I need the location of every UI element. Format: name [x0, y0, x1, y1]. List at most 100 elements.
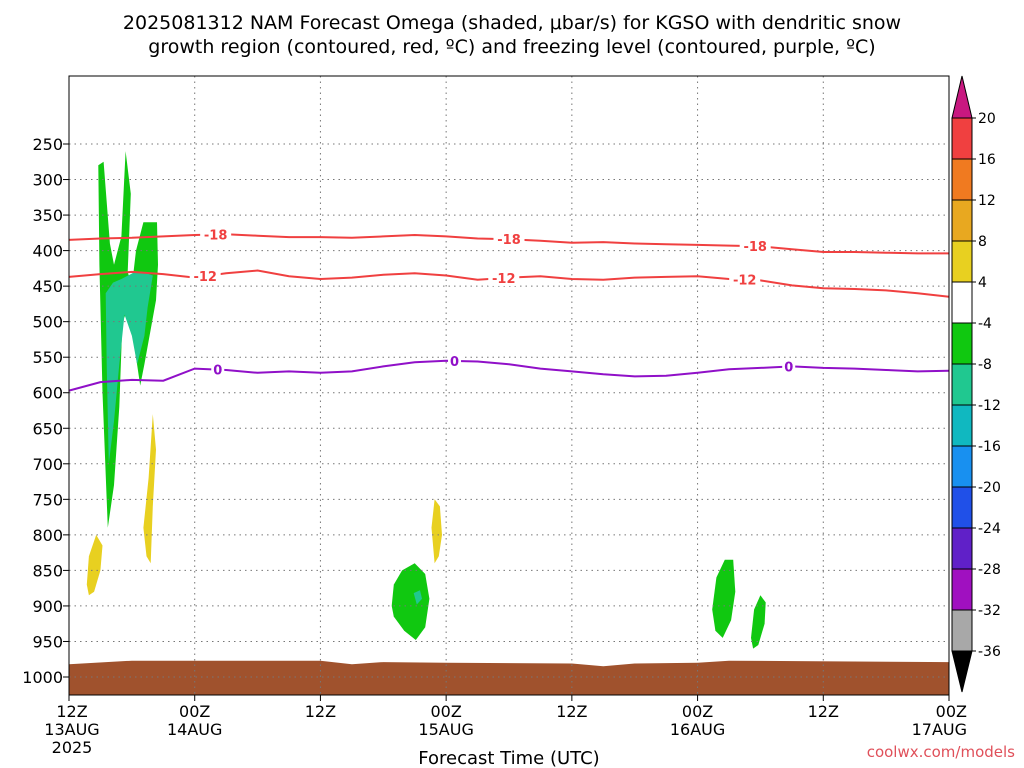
colorbar-label-7: -12	[978, 398, 1001, 414]
contour-lines: -18 -18 -18 -12 -12 -12 0 0 0	[68, 226, 950, 392]
colorbar-top-arrow	[951, 75, 973, 119]
contour-label-bg-0-0	[200, 226, 232, 243]
omega-region-1	[105, 271, 153, 464]
plot-frame	[68, 75, 950, 696]
colorbar-label-3: 8	[978, 234, 987, 250]
x-tick-label-5-1: 16AUG	[670, 720, 725, 739]
x-axis-title: Forecast Time (UTC)	[418, 748, 599, 768]
colorbar-label-4: 4	[978, 275, 987, 291]
omega-region-8	[431, 499, 442, 564]
contour-line-2	[68, 359, 950, 392]
contour-label-bg-1-2	[729, 271, 761, 288]
x-tick-label-2-0: 12Z	[305, 702, 336, 721]
colorbar-segment-3	[951, 240, 973, 283]
contour-label-bg-2-1	[448, 352, 462, 369]
y-tick-label-900: 900	[32, 597, 63, 616]
x-tick-label-0-2: 2025	[52, 738, 93, 757]
ground-fill	[69, 660, 949, 695]
y-tick-label-950: 950	[32, 632, 63, 651]
x-tick-label-1-1: 14AUG	[167, 720, 222, 739]
contour-label-0-0: -18	[204, 228, 228, 243]
contour-label-bg-1-0	[189, 268, 221, 285]
y-tick-label-500: 500	[32, 313, 63, 332]
y-tick-label-400: 400	[32, 242, 63, 261]
grid-lines	[68, 76, 950, 695]
colorbar-segment-2	[951, 199, 973, 242]
omega-region-6	[86, 534, 103, 596]
y-tick-label-750: 750	[32, 490, 63, 509]
x-tick-label-7-0: 00Z	[936, 702, 967, 721]
contour-label-0-2: -18	[743, 240, 767, 255]
colorbar-segment-11	[951, 568, 973, 611]
plot-area: -18 -18 -18 -12 -12 -12 0 0 0	[68, 75, 950, 696]
colorbar: 20 16 12 8 4 -4 -8 -12 -16 -20 -24 -28 -32 -36	[951, 75, 1001, 693]
x-tick-label-4-0: 12Z	[556, 702, 587, 721]
y-tick-label-600: 600	[32, 384, 63, 403]
contour-label-2-0: 0	[213, 364, 222, 379]
colorbar-segment-6	[951, 363, 973, 406]
colorbar-label-6: -8	[978, 357, 992, 373]
y-tick-label-850: 850	[32, 561, 63, 580]
omega-region-0	[98, 151, 158, 528]
y-tick-label-800: 800	[32, 526, 63, 545]
y-tick-label-550: 550	[32, 348, 63, 367]
credit-text: coolwx.com/models	[867, 743, 1015, 761]
colorbar-label-5: -4	[978, 316, 992, 332]
contour-label-bg-0-1	[493, 231, 525, 248]
x-tick-label-0-0: 12Z	[56, 702, 87, 721]
contour-label-bg-0-2	[739, 238, 771, 255]
contour-label-bg-1-1	[488, 269, 520, 286]
y-axis-ticks: 250 300 350 400 450 500 550 600 650 700 750 800 850 9…	[22, 135, 69, 687]
contour-label-1-0: -12	[193, 270, 217, 285]
colorbar-label-10: -24	[978, 521, 1001, 537]
contour-label-bg-2-2	[782, 358, 796, 375]
omega-region-4	[712, 559, 736, 638]
contour-label-1-1: -12	[492, 272, 516, 287]
chart-title-line-2: growth region (contoured, red, ºC) and f…	[148, 36, 875, 58]
colorbar-label-9: -20	[978, 480, 1001, 496]
contour-label-0-1: -18	[497, 233, 521, 248]
colorbar-bottom-arrow	[951, 650, 973, 693]
x-tick-label-1-0: 00Z	[179, 702, 210, 721]
contour-label-bg-2-0	[211, 361, 225, 378]
x-tick-label-5-0: 00Z	[682, 702, 713, 721]
colorbar-segment-4	[951, 281, 973, 324]
contour-label-2-2: 0	[784, 361, 793, 376]
colorbar-label-12: -32	[978, 603, 1001, 619]
x-tick-label-0-1: 13AUG	[44, 720, 99, 739]
omega-region-7	[143, 414, 156, 564]
colorbar-segment-7	[951, 404, 973, 447]
x-tick-label-6-0: 12Z	[808, 702, 839, 721]
y-tick-label-450: 450	[32, 277, 63, 296]
y-tick-label-650: 650	[32, 419, 63, 438]
colorbar-label-2: 12	[978, 193, 996, 209]
colorbar-label-13: -36	[978, 644, 1001, 660]
colorbar-segment-8	[951, 445, 973, 488]
ground-surface	[69, 660, 949, 695]
colorbar-segment-1	[951, 158, 973, 201]
omega-region-3	[413, 590, 422, 605]
omega-region-2	[391, 563, 430, 640]
contour-label-1-2: -12	[733, 274, 757, 289]
x-tick-label-7-1: 17AUG	[912, 720, 967, 739]
contour-label-2-1: 0	[450, 355, 459, 370]
omega-region-5	[751, 595, 766, 649]
y-tick-label-700: 700	[32, 455, 63, 474]
x-tick-label-3-0: 00Z	[430, 702, 461, 721]
colorbar-segment-9	[951, 486, 973, 529]
y-tick-label-250: 250	[32, 135, 63, 154]
colorbar-label-8: -16	[978, 439, 1001, 455]
colorbar-segment-12	[951, 609, 973, 652]
colorbar-segment-0	[951, 117, 973, 160]
y-tick-label-350: 350	[32, 206, 63, 225]
y-tick-label-1000: 1000	[22, 668, 63, 687]
colorbar-segment-10	[951, 527, 973, 570]
chart-title-line-1: 2025081312 NAM Forecast Omega (shaded, μ…	[123, 12, 901, 34]
y-tick-label-300: 300	[32, 171, 63, 190]
colorbar-label-11: -28	[978, 562, 1001, 578]
colorbar-label-0: 20	[978, 111, 996, 127]
x-tick-label-3-1: 15AUG	[418, 720, 473, 739]
omega-shading	[86, 151, 766, 649]
